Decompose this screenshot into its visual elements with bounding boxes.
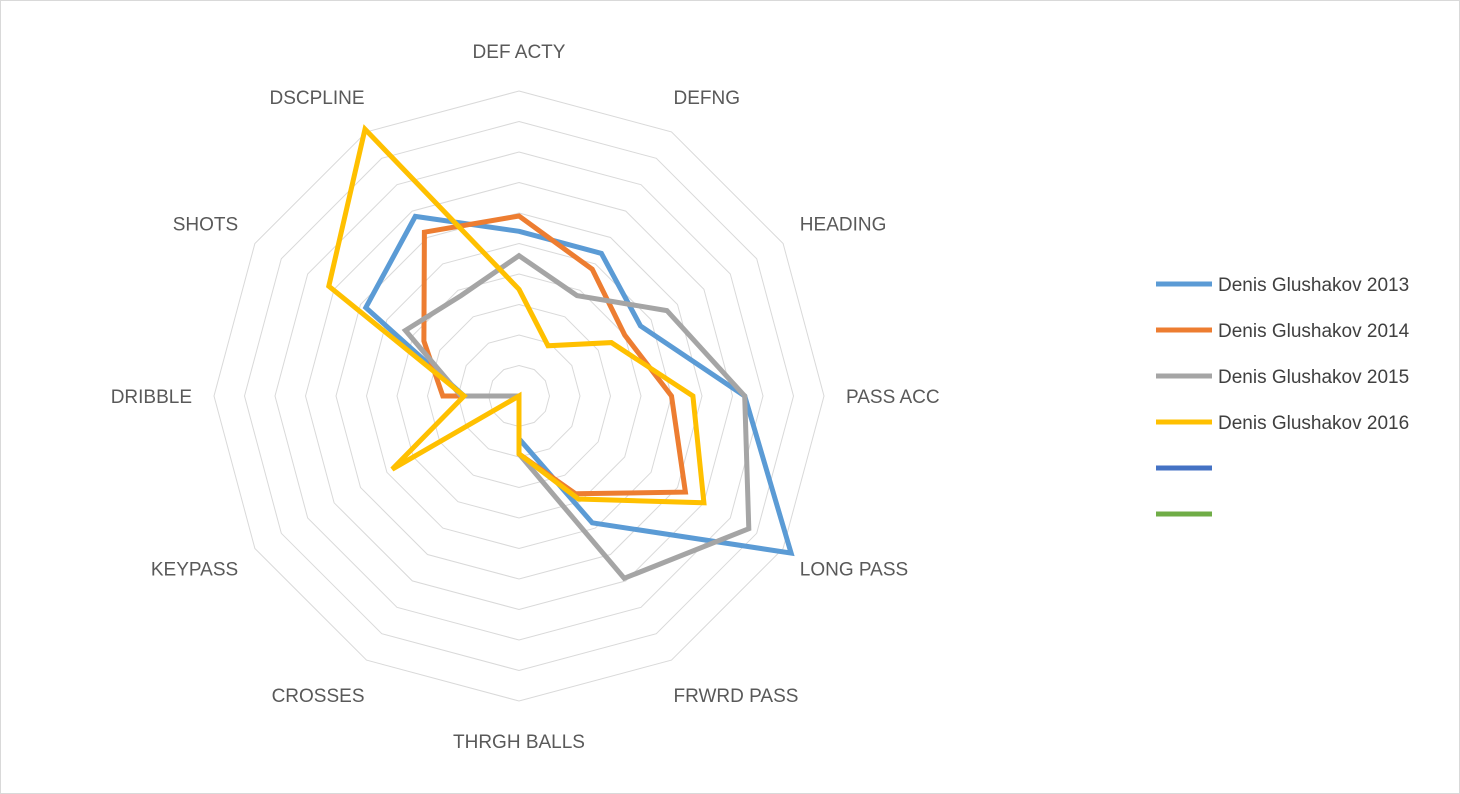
- series-line-2: [421, 213, 689, 497]
- axis-label: FRWRD PASS: [674, 686, 799, 707]
- legend-label: Denis Glushakov 2015: [1218, 367, 1409, 388]
- axis-label: LONG PASS: [800, 560, 908, 581]
- legend-label: Denis Glushakov 2013: [1218, 275, 1409, 296]
- axis-label: DEF ACTY: [473, 42, 566, 63]
- axis-label: PASS ACC: [846, 387, 940, 408]
- grid-ring: [426, 303, 612, 489]
- radar-series: [326, 124, 795, 582]
- radar-grid: [213, 90, 825, 702]
- grid-ring: [365, 242, 673, 550]
- axis-label: THRGH BALLS: [453, 732, 585, 753]
- series-line-4: [326, 124, 707, 506]
- legend-item: Denis Glushakov 2016: [1156, 413, 1409, 434]
- axis-label: KEYPASS: [151, 560, 238, 581]
- axis-label: CROSSES: [272, 686, 365, 707]
- grid-ring: [243, 120, 795, 672]
- axis-labels: DEF ACTY DEFNG HEADING PASS ACC LONG PASS FRW…: [111, 42, 940, 753]
- axis-label: SHOTS: [173, 215, 238, 236]
- legend-label: Denis Glushakov 2016: [1218, 413, 1409, 434]
- series-line-3: [401, 252, 752, 582]
- axis-label: DEFNG: [674, 88, 741, 109]
- axis-label: DRIBBLE: [111, 387, 192, 408]
- grid-ring: [274, 151, 764, 641]
- grid-ring: [213, 90, 825, 702]
- legend-item: Denis Glushakov 2013: [1156, 275, 1409, 296]
- grid-ring: [335, 212, 703, 580]
- legend: Denis Glushakov 2013 Denis Glushakov 2014…: [1156, 275, 1410, 517]
- legend-label: Denis Glushakov 2014: [1218, 321, 1410, 342]
- legend-item: Denis Glushakov 2014: [1156, 321, 1410, 342]
- legend-item: Denis Glushakov 2015: [1156, 367, 1409, 388]
- axis-label: DSCPLINE: [269, 88, 364, 109]
- axis-label: HEADING: [800, 215, 887, 236]
